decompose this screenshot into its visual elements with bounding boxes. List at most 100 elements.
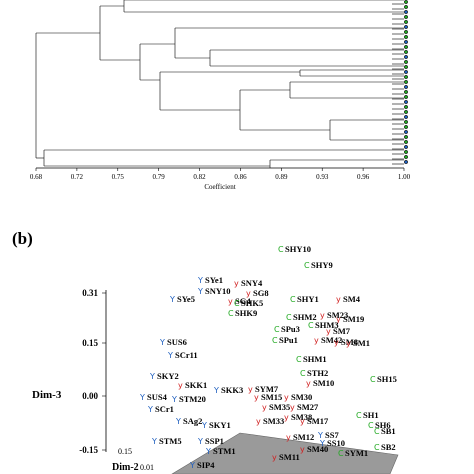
scatter-point: C SHY9 [304, 260, 333, 270]
point-marker: y [286, 433, 291, 442]
scatter-point: y SKK1 [178, 380, 207, 390]
point-label: SM33 [263, 416, 284, 426]
point-label: SHK5 [241, 298, 263, 308]
dendrogram-leaf-marker [404, 105, 408, 109]
scatter-point: y SM17 [300, 416, 329, 426]
point-marker: y [284, 413, 289, 422]
dendrogram-leaf-marker [404, 70, 408, 74]
point-marker: Y [319, 439, 325, 448]
scatter-point: Y SCr1 [147, 404, 174, 414]
point-label: SM38 [291, 412, 312, 422]
point-label: SM40 [307, 444, 328, 454]
scatter-point: C SPu1 [272, 335, 298, 345]
dendrogram-leaf-marker [404, 30, 408, 34]
point-label: STM20 [179, 394, 206, 404]
point-label: SNY10 [205, 286, 231, 296]
dendrogram-leaf-marker [404, 135, 408, 139]
dendrogram-leaf-marker [404, 125, 408, 129]
point-marker: C [290, 295, 296, 304]
point-marker: C [278, 245, 284, 254]
scatter-point: C SHY1 [290, 294, 319, 304]
point-label: SHY10 [285, 244, 311, 254]
point-label: SKK1 [185, 380, 207, 390]
dim3-tick-label: -0.15 [79, 445, 98, 455]
scatter-point: Y SKY1 [201, 420, 231, 430]
scatter-point: Y STM20 [171, 394, 206, 404]
scatter-point: C SH15 [370, 374, 397, 384]
scatter-point: Y SKK3 [213, 385, 243, 395]
point-marker: y [314, 336, 319, 345]
scatter-point: y SM11 [272, 452, 300, 462]
dendrogram-leaf-marker [404, 5, 408, 9]
scatter-point: Y SYe5 [169, 294, 195, 304]
dendrogram-leaf-marker [404, 10, 408, 14]
point-label: SKY1 [209, 420, 231, 430]
point-marker: Y [197, 287, 203, 296]
point-label: SB2 [381, 442, 396, 452]
point-label: SM12 [293, 432, 314, 442]
point-label: SUS4 [147, 392, 168, 402]
point-label: SHK9 [235, 308, 257, 318]
dim3-tick-label: 0.00 [82, 391, 98, 401]
point-marker: y [262, 403, 267, 412]
scatter-panel: 0.310.150.00-0.15 Dim-3 Dim-2 0.15 0.01 … [32, 244, 399, 474]
scatter-point: Y STM5 [151, 436, 182, 446]
scatter-point: y SM8 [334, 337, 358, 347]
point-marker: y [336, 295, 341, 304]
scatter-point: y SM10 [306, 378, 334, 388]
dim2-tick-0: 0.15 [118, 447, 132, 456]
dendrogram-leaf-marker [404, 90, 408, 94]
point-marker: C [234, 299, 240, 308]
dendrogram-tick-label: 0.93 [316, 173, 329, 181]
dendrogram-leaf-marker [404, 50, 408, 54]
scatter-point: C SHY10 [278, 244, 311, 254]
scatter-point: y SM42 [314, 335, 342, 345]
point-marker: Y [197, 437, 203, 446]
scatter-point: y SM1 [346, 338, 370, 348]
point-label: SM11 [279, 452, 300, 462]
dendrogram-leaf-marker [404, 95, 408, 99]
point-label: SSP1 [205, 436, 224, 446]
dim3-label: Dim-3 [32, 389, 62, 401]
point-label: SM19 [343, 314, 364, 324]
point-marker: y [234, 279, 239, 288]
point-label: SM17 [307, 416, 329, 426]
dendrogram-leaf-marker [404, 80, 408, 84]
scatter-point: y SG4 [228, 296, 251, 306]
point-marker: y [300, 445, 305, 454]
point-label: SPu3 [281, 324, 300, 334]
point-label: SHM3 [315, 320, 339, 330]
scatter-point: y SM19 [336, 314, 364, 324]
point-label: SM10 [313, 378, 334, 388]
dendrogram-leaf-marker [404, 45, 408, 49]
dendrogram-tick-label: 0.86 [234, 173, 247, 181]
point-marker: y [228, 297, 233, 306]
dim3-ticks: 0.31 0.15 0.00 -0.15 [79, 288, 106, 455]
point-label: SM23 [327, 310, 348, 320]
point-marker: Y [167, 351, 173, 360]
dendrogram-leaf-marker [404, 155, 408, 159]
dendrogram-leaf-marker [404, 145, 408, 149]
scatter-point: C SYM1 [338, 448, 368, 458]
point-label: SM15 [261, 392, 282, 402]
scatter-point: C STH2 [300, 368, 328, 378]
dendrogram-leaf-marker [404, 115, 408, 119]
scatter-point: Y SS10 [319, 438, 345, 448]
dendrogram-leaf-marker [404, 25, 408, 29]
point-marker: y [336, 315, 341, 324]
point-marker: C [308, 321, 314, 330]
point-marker: y [290, 403, 295, 412]
dendrogram-xlabel: Coefficient [204, 183, 235, 191]
point-label: SS10 [327, 438, 345, 448]
dendrogram-tick-label: 0.68 [30, 173, 43, 181]
point-label: SKK3 [221, 385, 243, 395]
dendrogram-leaf-marker [404, 0, 408, 4]
point-marker: y [248, 385, 253, 394]
point-label: SHY1 [297, 294, 319, 304]
point-marker: Y [169, 295, 175, 304]
scatter-point: y SM7 [326, 326, 351, 336]
point-marker: Y [317, 431, 323, 440]
scatter-point: C SHK9 [228, 308, 257, 318]
scatter-point: y SM33 [256, 416, 284, 426]
dendrogram-leaf-marker [404, 40, 408, 44]
